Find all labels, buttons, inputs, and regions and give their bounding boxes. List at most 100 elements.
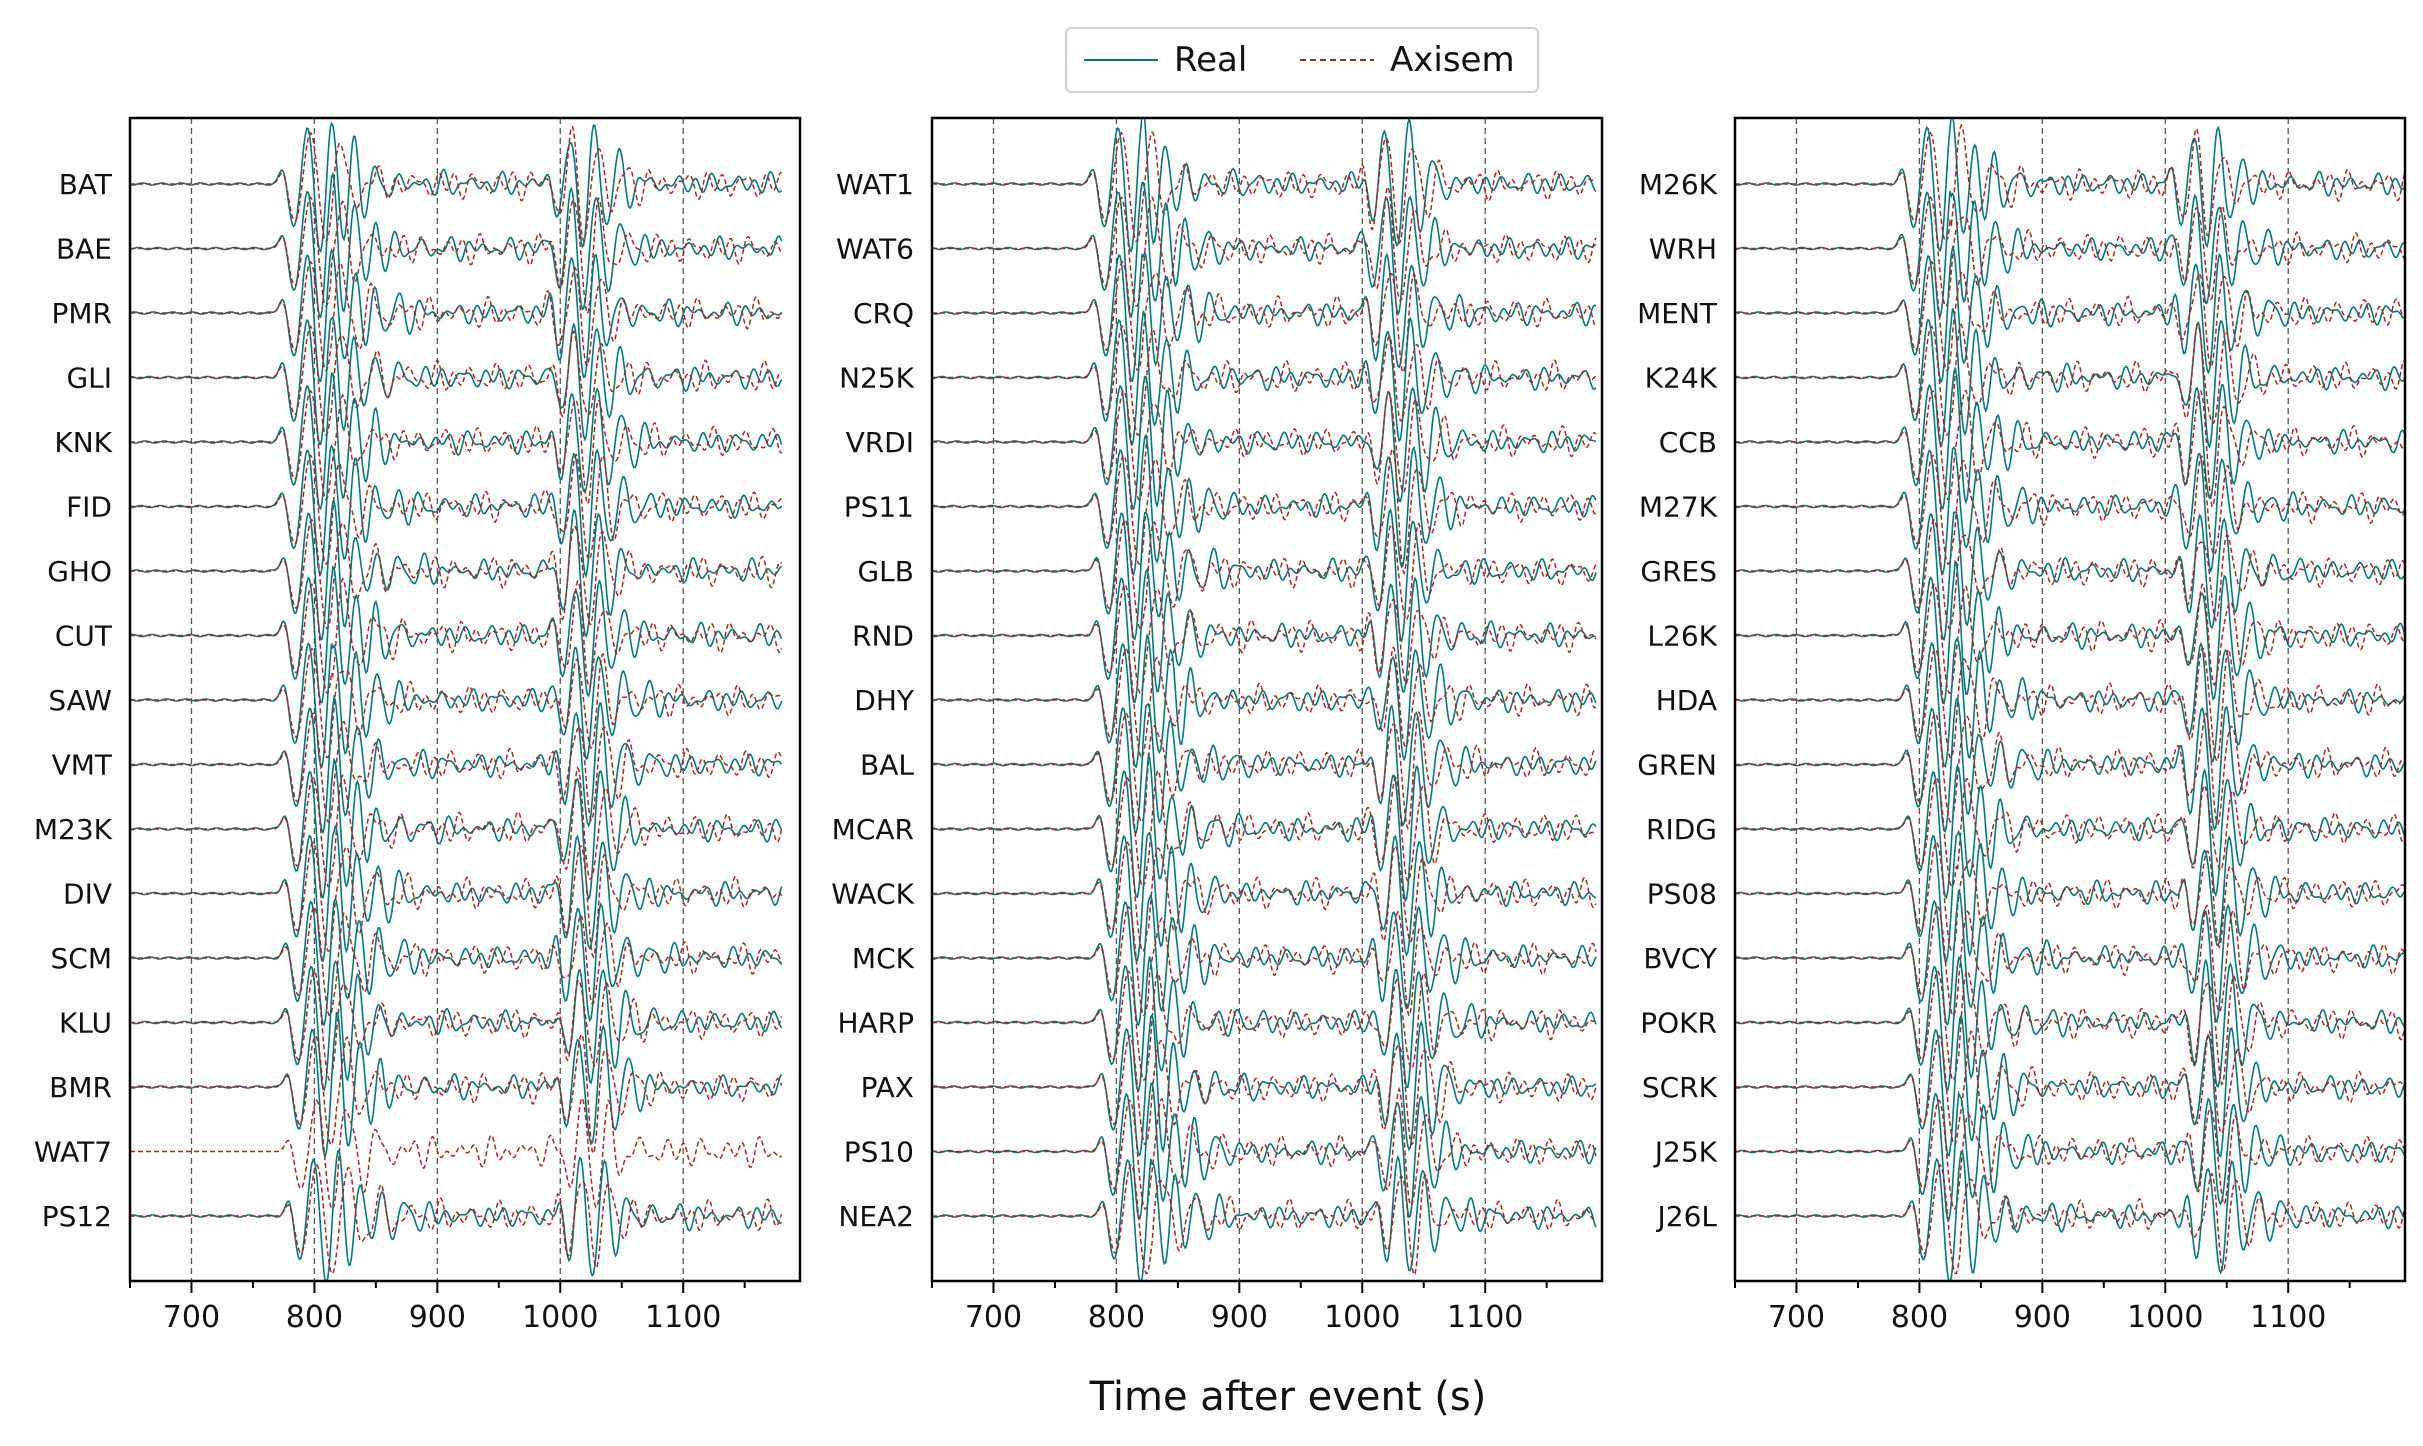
axisem-trace-VRDI [932,389,1597,501]
station-label: M23K [34,813,113,846]
station-label: SCM [51,942,112,975]
real-trace-PAX [932,1013,1597,1157]
station-label: CUT [55,620,113,653]
real-trace-WAT1 [932,118,1597,253]
axisem-trace-SAW [130,647,783,759]
legend-real-label: Real [1174,40,1247,80]
axes-frame [930,116,1604,1283]
station-label: KNK [54,426,112,459]
x-tick-label: 700 [163,1300,220,1335]
panel-2: WAT1 WAT6 CRQ N25K VRDI PS11 GLB RND DHY BAL MCAR W… [831,116,1604,1335]
real-trace-GREN [1735,696,2405,834]
station-label: GRES [1640,555,1717,588]
axisem-trace-WRH [1735,196,2405,307]
station-label: POKR [1640,1007,1717,1040]
axisem-trace-L26K [1735,583,2405,694]
x-tick-label: 800 [1891,1300,1948,1335]
axisem-trace-VMT [130,712,783,823]
axisem-trace-BMR [130,1033,783,1156]
station-label: M27K [1639,491,1718,524]
legend-axisem-label: Axisem [1390,40,1515,80]
station-label: NEA2 [838,1200,914,1233]
axisem-trace-PMR [130,260,783,372]
axisem-trace-N25K [932,325,1597,436]
station-label: GLB [857,555,914,588]
axisem-trace-SCM [130,905,783,1017]
station-label: BAT [59,168,113,201]
station-label: J25K [1653,1136,1718,1169]
axisem-trace-DHY [932,646,1597,759]
station-label: PAX [861,1071,914,1104]
real-trace-VMT [130,694,783,834]
station-label: BAL [860,749,914,782]
station-label: SCRK [1642,1071,1718,1104]
axisem-trace-MCK [932,905,1597,1018]
real-trace-GRES [1735,511,2405,642]
real-trace-VRDI [932,375,1597,511]
station-label: WAT1 [836,168,914,201]
axisem-trace-PAX [932,1034,1597,1146]
real-trace-WACK [932,831,1597,962]
station-label: DHY [854,684,915,717]
x-tick-label: 1000 [522,1300,598,1335]
real-trace-PS11 [932,433,1597,577]
station-label: GHO [47,555,112,588]
real-trace-POKR [1735,956,2405,1092]
axisem-trace-RIDG [1735,776,2405,888]
x-tick-label: 800 [286,1300,343,1335]
station-label: K24K [1645,362,1718,395]
axisem-trace-WAT1 [932,130,1597,245]
real-trace-N25K [932,310,1597,446]
axisem-trace-MCAR [932,768,1597,888]
station-label: SAW [48,684,112,717]
real-trace-PS10 [932,1081,1597,1220]
real-trace-K24K [1735,308,2405,449]
axisem-trace-KLU [130,970,783,1081]
real-trace-WAT6 [932,181,1597,319]
station-label: MCK [852,942,915,975]
station-label: BMR [49,1071,112,1104]
axisem-trace-CRQ [932,260,1597,375]
axisem-trace-HARP [932,970,1597,1081]
traces [130,121,783,1281]
real-trace-SCRK [1735,1013,2405,1158]
axisem-trace-PS11 [932,448,1597,576]
station-label: MCAR [832,813,914,846]
x-tick-label: 900 [1211,1300,1268,1335]
station-label: HDA [1656,684,1717,717]
axisem-trace-BAT [130,125,782,243]
station-label: J26L [1656,1200,1718,1233]
axisem-trace-PS08 [1735,841,2405,952]
axisem-trace-M23K [130,766,783,888]
x-axis-label: Time after event (s) [1089,1374,1487,1420]
axisem-trace-FID [130,453,782,565]
axisem-trace-GLI [130,325,782,436]
station-label: DIV [63,878,112,911]
axisem-trace-M27K [1735,454,2405,565]
axisem-trace-PS10 [932,1087,1597,1210]
station-label: PS11 [844,491,914,524]
station-label: FID [66,491,112,524]
station-label: HARP [837,1007,914,1040]
real-trace-M27K [1735,445,2405,576]
real-trace-BAL [932,702,1597,835]
axisem-trace-WAT7 [130,1096,783,1210]
x-tick-label: 1100 [1447,1300,1523,1335]
station-label: L26K [1647,620,1717,653]
axisem-trace-MENT [1735,260,2405,372]
station-label: BVCY [1643,942,1718,975]
axes-frame [128,116,802,1283]
real-trace-BAT [130,121,783,253]
axisem-trace-CUT [130,577,783,694]
station-label: PMR [52,297,113,330]
real-trace-BMR [130,1011,783,1157]
station-label: PS12 [42,1200,112,1233]
station-label: MENT [1637,297,1718,330]
x-tick-label: 800 [1088,1300,1145,1335]
station-label: VRDI [846,426,914,459]
axisem-trace-RND [932,583,1597,694]
axisem-trace-J26L [1735,1163,2405,1275]
axisem-trace-SCRK [1735,1029,2405,1146]
axisem-trace-PS12 [130,1163,783,1275]
